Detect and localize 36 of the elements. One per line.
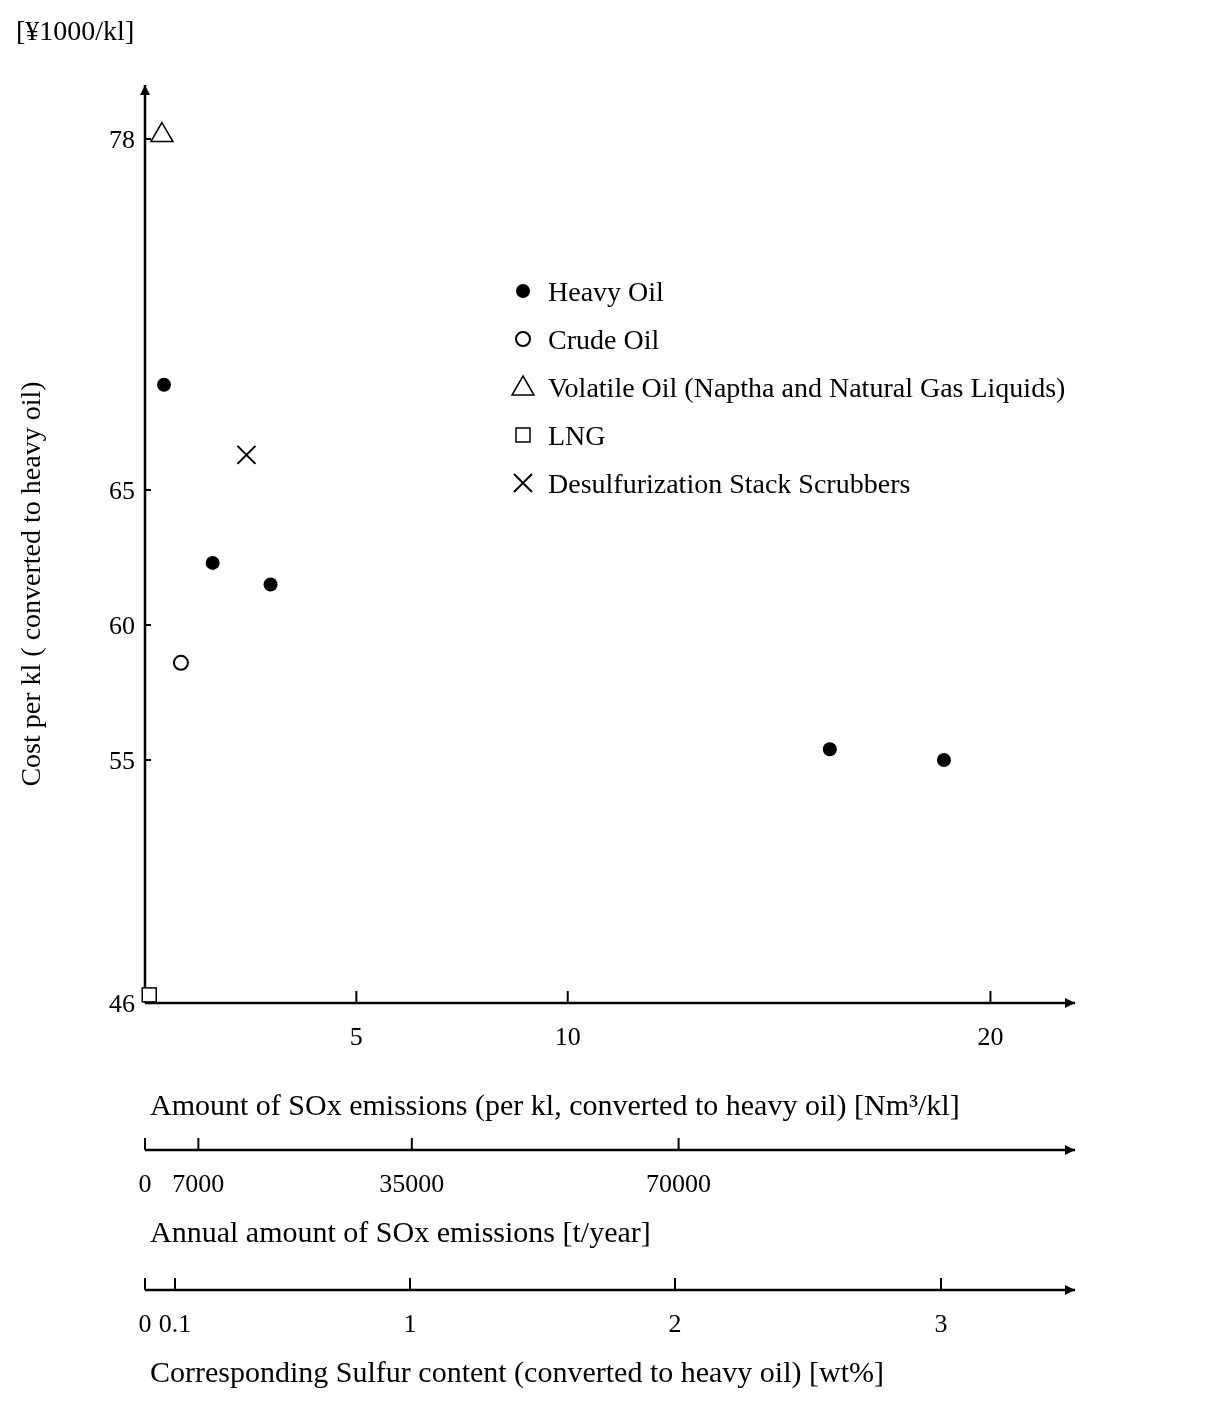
legend-label: Volatile Oil (Naptha and Natural Gas Liquids): [548, 371, 1066, 403]
text: 0.1: [158, 1309, 192, 1338]
y-tick-label: 65: [109, 476, 135, 506]
text: [¥1000/kl]: [16, 15, 135, 46]
legend-label: LNG: [548, 419, 606, 451]
text: Corresponding Sulfur content (converted to heavy oil) [wt%]: [150, 1355, 884, 1389]
x-tick-label: 10: [554, 1022, 581, 1051]
legend-label: Heavy Oil: [548, 275, 665, 307]
y-tick-label: 78: [109, 125, 135, 155]
y-tick-label: 60: [109, 611, 135, 641]
y-tick-label: 46: [109, 989, 135, 1019]
legend-label: Crude Oil: [548, 323, 660, 355]
point: [150, 121, 174, 143]
y-axis-title: Cost per kl ( converted to heavy oil): [15, 381, 46, 787]
text: 1: [403, 1309, 417, 1338]
point: [822, 742, 837, 757]
x2-tick-label: 35000: [379, 1169, 445, 1198]
text: 2: [668, 1309, 682, 1338]
x-tick-label: 5: [349, 1022, 363, 1051]
x2-tick-label: 70000: [646, 1169, 712, 1198]
text: 0: [138, 1309, 152, 1338]
point: [263, 577, 278, 592]
point: [172, 654, 189, 671]
point: [157, 377, 172, 392]
point: [236, 444, 257, 465]
y-tick-label: 55: [109, 746, 135, 776]
point: [141, 987, 157, 1003]
point: [936, 753, 951, 767]
x2-tick-label: 0: [138, 1169, 152, 1198]
x-tick-label: 20: [977, 1022, 1004, 1051]
point: [205, 555, 220, 570]
x2-tick-label: 7000: [172, 1169, 225, 1198]
x2-axis-title: Annual amount of SOx emissions [t/year]: [150, 1215, 651, 1248]
x-axis-title: Amount of SOx emissions (per kl, converted to heavy oil) [Nm³/kl]: [150, 1088, 960, 1122]
legend-label: Desulfurization Stack Scrubbers: [548, 467, 911, 499]
text: 3: [934, 1309, 948, 1338]
